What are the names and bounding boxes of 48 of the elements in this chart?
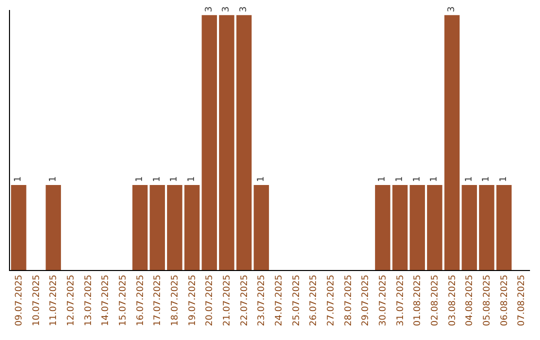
x-tick-label: 04.08.2025 bbox=[465, 274, 476, 326]
x-tick-label: 13.07.2025 bbox=[84, 274, 94, 326]
x-tick-label: 31.07.2025 bbox=[396, 274, 406, 326]
x-tick-label: 01.08.2025 bbox=[413, 274, 424, 326]
data-label: 3 bbox=[447, 6, 457, 12]
x-tick-label: 27.07.2025 bbox=[326, 274, 337, 326]
data-label: 1 bbox=[152, 176, 162, 182]
data-label: 3 bbox=[239, 6, 249, 12]
data-label: 3 bbox=[204, 6, 214, 12]
x-tick-label: 30.07.2025 bbox=[378, 274, 389, 326]
x-tick-label: 20.07.2025 bbox=[205, 274, 216, 326]
x-tick-label: 29.07.2025 bbox=[361, 274, 372, 326]
x-tick-label: 05.08.2025 bbox=[482, 274, 493, 326]
data-label: 1 bbox=[14, 176, 24, 182]
x-tick-label: 14.07.2025 bbox=[101, 274, 112, 326]
x-tick-label: 10.07.2025 bbox=[32, 274, 42, 326]
data-label: 1 bbox=[170, 176, 180, 182]
x-tick-label: 03.08.2025 bbox=[448, 274, 458, 326]
data-label: 1 bbox=[48, 176, 58, 182]
x-tick-label: 28.07.2025 bbox=[344, 274, 354, 326]
data-label: 1 bbox=[412, 176, 422, 182]
x-tick-label: 23.07.2025 bbox=[257, 274, 268, 326]
data-label: 1 bbox=[395, 176, 405, 182]
data-label: 1 bbox=[430, 176, 440, 182]
data-label: 1 bbox=[482, 176, 492, 182]
x-tick-label: 12.07.2025 bbox=[66, 274, 77, 326]
x-tick-label: 21.07.2025 bbox=[222, 274, 233, 326]
x-tick-label: 18.07.2025 bbox=[170, 274, 181, 326]
x-tick-label: 07.08.2025 bbox=[517, 274, 528, 326]
data-label: 1 bbox=[256, 176, 266, 182]
data-label: 3 bbox=[222, 6, 232, 12]
data-label: 1 bbox=[187, 176, 197, 182]
data-label: 1 bbox=[378, 176, 388, 182]
x-tick-label: 25.07.2025 bbox=[292, 274, 302, 326]
x-tick-label: 22.07.2025 bbox=[240, 274, 250, 326]
data-label: 1 bbox=[464, 176, 474, 182]
x-tick-label: 24.07.2025 bbox=[274, 274, 285, 326]
x-tick-label: 06.08.2025 bbox=[500, 274, 510, 326]
data-label: 1 bbox=[499, 176, 509, 182]
x-tick-label: 09.07.2025 bbox=[14, 274, 25, 326]
x-tick-label: 11.07.2025 bbox=[49, 274, 60, 326]
x-tick-label: 17.07.2025 bbox=[153, 274, 164, 326]
x-tick-label: 16.07.2025 bbox=[136, 274, 146, 326]
x-tick-label: 26.07.2025 bbox=[309, 274, 320, 326]
x-tick-label: 02.08.2025 bbox=[430, 274, 441, 326]
x-tick-label: 19.07.2025 bbox=[188, 274, 198, 326]
x-tick-label: 15.07.2025 bbox=[118, 274, 129, 326]
data-label: 1 bbox=[135, 176, 145, 182]
